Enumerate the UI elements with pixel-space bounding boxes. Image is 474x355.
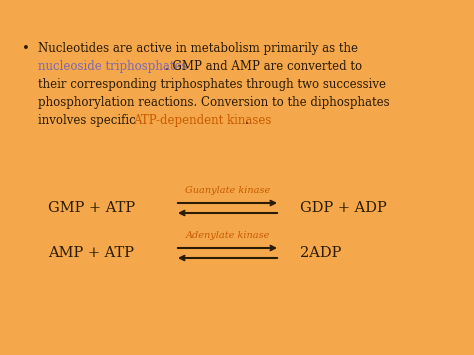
Text: .: .: [245, 114, 249, 127]
Text: phosphorylation reactions. Conversion to the diphosphates: phosphorylation reactions. Conversion to…: [38, 96, 390, 109]
Text: GMP + ATP: GMP + ATP: [48, 201, 135, 215]
Text: . GMP and AMP are converted to: . GMP and AMP are converted to: [165, 60, 362, 73]
Text: 2ADP: 2ADP: [300, 246, 341, 260]
Text: •: •: [22, 42, 30, 55]
Text: AMP + ATP: AMP + ATP: [48, 246, 134, 260]
Text: Nucleotides are active in metabolism primarily as the: Nucleotides are active in metabolism pri…: [38, 42, 358, 55]
Text: nucleoside triphosphates: nucleoside triphosphates: [38, 60, 188, 73]
Text: involves specific: involves specific: [38, 114, 139, 127]
Text: ATP-dependent kinases: ATP-dependent kinases: [133, 114, 272, 127]
Text: GDP + ADP: GDP + ADP: [300, 201, 387, 215]
Text: their corresponding triphosphates through two successive: their corresponding triphosphates throug…: [38, 78, 386, 91]
Text: Adenylate kinase: Adenylate kinase: [185, 231, 270, 240]
Text: Guanylate kinase: Guanylate kinase: [185, 186, 270, 195]
